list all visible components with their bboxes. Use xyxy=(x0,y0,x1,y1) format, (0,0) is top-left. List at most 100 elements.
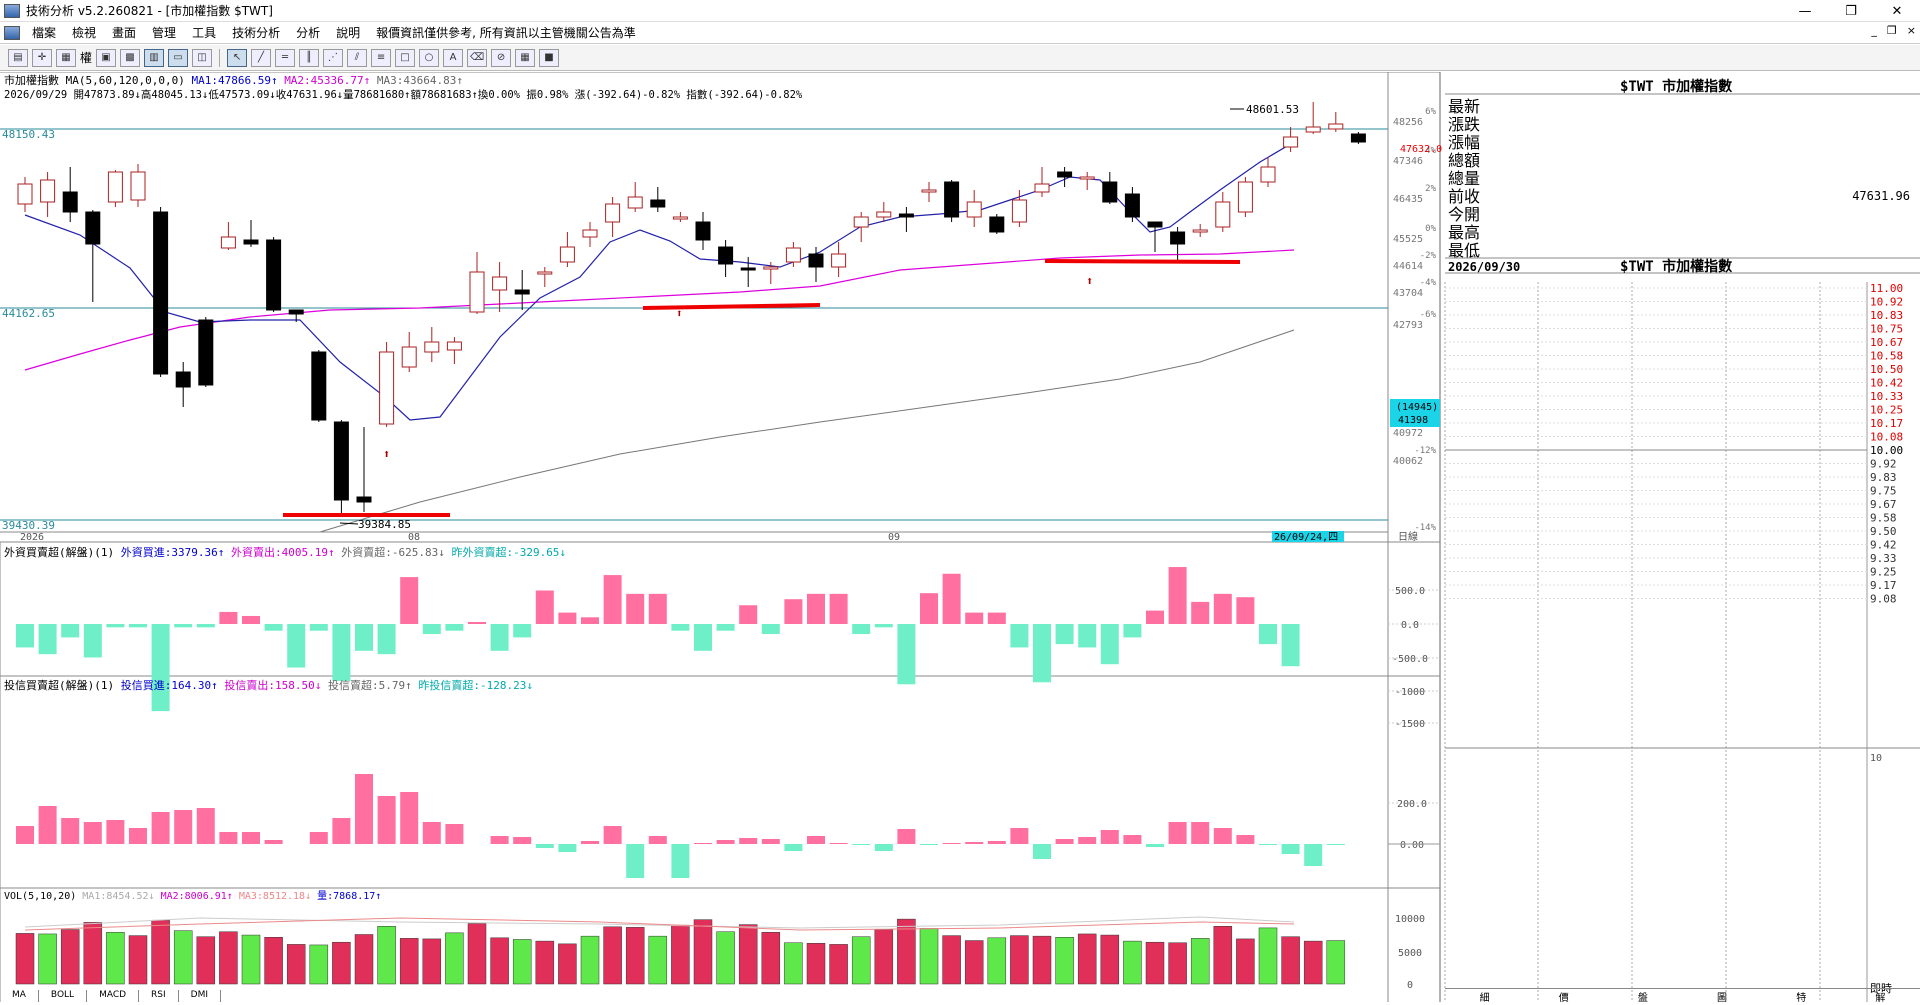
menu-screen[interactable]: 畫面 xyxy=(112,26,137,40)
tab-detail[interactable]: 細 xyxy=(1479,993,1490,1004)
tab-rsi[interactable]: RSI xyxy=(139,990,179,1002)
foreign-axis: 500.0 0.0 -500.0 -1000 -1500 xyxy=(1388,586,1440,730)
menu-analysis[interactable]: 分析 xyxy=(296,26,321,40)
foreign-bar xyxy=(581,617,599,624)
hline-tool-icon[interactable]: ═ xyxy=(275,48,296,67)
tab-dmi[interactable]: DMI xyxy=(179,990,222,1002)
fan-tool-icon[interactable]: ⋰ xyxy=(323,48,344,67)
foreign-bar xyxy=(942,573,961,624)
kline-icon[interactable]: ▥ xyxy=(144,48,165,67)
tab-analysis[interactable]: 解 xyxy=(1875,993,1886,1004)
trust-bar xyxy=(965,842,984,844)
chart-area[interactable]: 市加權指數 MA(5,60,120,0,0,0) MA1:47866.59↑ M… xyxy=(0,71,1920,1002)
trust-bar xyxy=(1281,844,1300,854)
tab-ma[interactable]: MA xyxy=(0,990,39,1002)
ma1-label: MA1:47866.59↑ xyxy=(191,74,277,87)
trust-bar xyxy=(1123,835,1142,844)
save-icon[interactable]: ■ xyxy=(539,48,560,67)
tab-chart[interactable]: 圖 xyxy=(1717,993,1728,1004)
tab-boll[interactable]: BOLL xyxy=(39,990,88,1002)
menu-manage[interactable]: 管理 xyxy=(152,26,177,40)
chart-icon[interactable]: ▩ xyxy=(120,48,141,67)
rect-tool-icon[interactable]: □ xyxy=(395,48,416,67)
foreign-bar xyxy=(694,624,712,651)
pointer-icon[interactable]: ↖ xyxy=(227,48,248,67)
parallel-tool-icon[interactable]: ≡ xyxy=(371,48,392,67)
foreign-bar xyxy=(16,624,34,648)
axis-value: 200.0 xyxy=(1397,799,1427,810)
tab-price[interactable]: 價 xyxy=(1558,993,1569,1004)
eraser-icon[interactable]: ⌫ xyxy=(467,48,488,67)
axis-value: 0.00 xyxy=(1400,840,1424,851)
volume-bar xyxy=(625,927,645,985)
close-button[interactable]: ✕ xyxy=(1891,3,1903,19)
trust-axis: 200.0 0.00 xyxy=(1388,799,1440,851)
tick-axis-value: 10.42 xyxy=(1870,377,1903,390)
volume-bar xyxy=(286,944,306,985)
axis-price: 40972 xyxy=(1393,428,1423,439)
adjust-dropdown[interactable]: 權 xyxy=(80,51,93,65)
excel-icon[interactable]: ▣ xyxy=(96,48,117,67)
trust-bar xyxy=(61,818,80,844)
circle-tool-icon[interactable]: ○ xyxy=(419,48,440,67)
menu-technical[interactable]: 技術分析 xyxy=(232,26,281,40)
channel-tool-icon[interactable]: ⫽ xyxy=(347,48,368,67)
erase-all-icon[interactable]: ⊘ xyxy=(491,48,512,67)
candle-body xyxy=(401,346,417,368)
document-icon[interactable] xyxy=(4,25,20,40)
tab-macd[interactable]: MACD xyxy=(87,990,140,1002)
foreign-bar xyxy=(287,624,306,668)
trust-bar xyxy=(422,822,441,844)
split-icon[interactable]: ◫ xyxy=(192,48,213,67)
chart-svg[interactable]: 市加權指數 MA(5,60,120,0,0,0) MA1:47866.59↑ M… xyxy=(0,71,1920,1002)
trust-bar xyxy=(83,822,102,844)
candle-body xyxy=(627,196,643,209)
tick-axis-value: 10.08 xyxy=(1870,431,1903,444)
line-tool-icon[interactable]: ╱ xyxy=(251,48,272,67)
volume-bar xyxy=(580,935,600,985)
tick-axis-value: 10.00 xyxy=(1870,444,1903,457)
trust-title: 投信買賣超(解盤)(1) xyxy=(4,678,114,692)
menu-file[interactable]: 檔案 xyxy=(32,26,57,40)
layout-icon[interactable]: ▦ xyxy=(56,48,76,67)
foreign-bar xyxy=(920,593,938,624)
volume-bar xyxy=(558,943,577,985)
tick-axis-value: 9.33 xyxy=(1870,552,1897,565)
vline-tool-icon[interactable]: ║ xyxy=(299,48,320,67)
trust-bar xyxy=(716,840,735,844)
tab-order[interactable]: 盤 xyxy=(1637,993,1648,1004)
candle-body xyxy=(559,246,575,263)
text-tool-icon[interactable]: A xyxy=(443,48,464,67)
tick-axis-value: 10.83 xyxy=(1870,309,1903,322)
trust-bar xyxy=(1100,830,1119,844)
trust-bar xyxy=(694,843,712,844)
maximize-button[interactable]: ❐ xyxy=(1845,3,1857,19)
chart-type-icon[interactable]: ▤ xyxy=(8,48,28,67)
trust-bar xyxy=(535,844,554,848)
axis-percent: 6% xyxy=(1425,107,1436,117)
svg-text:VOL(5,10,20) MA1:8454.52↓ MA2:: VOL(5,10,20) MA1:8454.52↓ MA2:8006.91↑ M… xyxy=(4,890,381,902)
trust-bar xyxy=(987,841,1006,844)
mdi-restore-button[interactable]: ❐ xyxy=(1886,24,1897,37)
mdi-minimize-button[interactable]: _ xyxy=(1871,24,1877,37)
volume-bar xyxy=(106,932,125,985)
crosshair-icon[interactable]: ✛ xyxy=(32,48,52,67)
volume-bar xyxy=(467,923,487,985)
color-grid-icon[interactable]: ▦ xyxy=(515,48,536,67)
volume-bar xyxy=(603,926,622,985)
window-icon[interactable]: ▭ xyxy=(168,48,189,67)
date-label-08: 08 xyxy=(408,532,420,543)
trust-bar xyxy=(129,828,147,844)
menu-tools[interactable]: 工具 xyxy=(192,26,217,40)
candle-body xyxy=(808,253,824,268)
menu-view[interactable]: 檢視 xyxy=(72,26,97,40)
minimize-button[interactable]: — xyxy=(1798,3,1812,19)
tab-feature[interactable]: 特 xyxy=(1796,993,1807,1004)
buy-arrow-icon: ⬆ xyxy=(1086,274,1093,288)
menu-help[interactable]: 說明 xyxy=(336,26,361,40)
foreign-bar xyxy=(422,624,441,635)
foreign-bar xyxy=(151,624,170,712)
tick-title: $TWT 市加權指數 xyxy=(1620,258,1732,275)
trust-bar xyxy=(626,844,645,878)
mdi-close-button[interactable]: × xyxy=(1906,24,1916,37)
